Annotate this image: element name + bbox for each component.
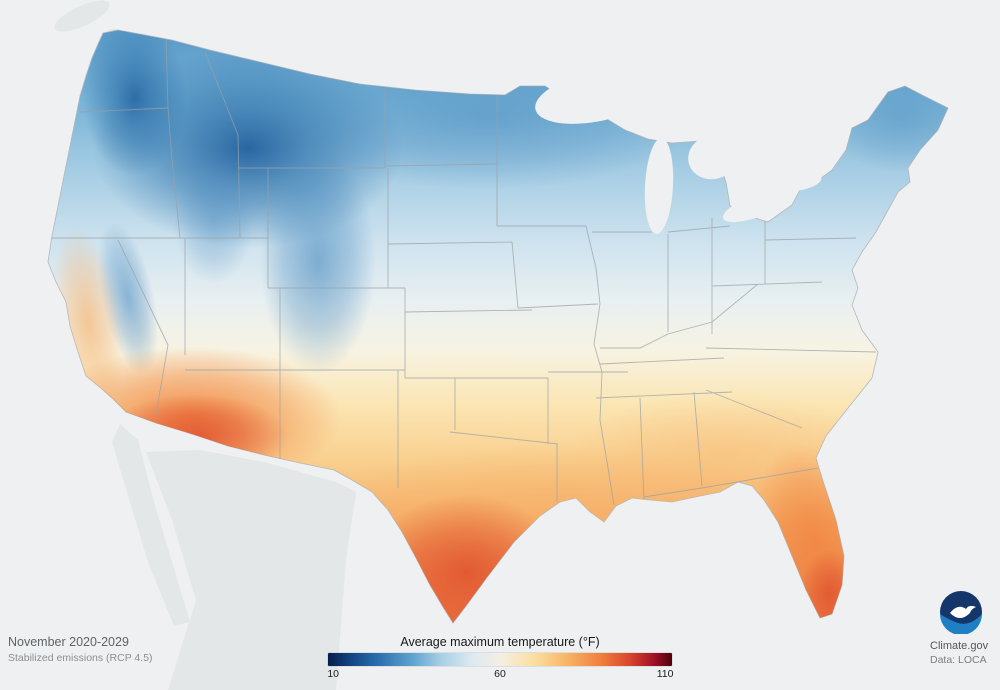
data-source-label: Data: LOCA <box>930 654 987 666</box>
lake-huron <box>688 134 738 180</box>
baja-california <box>112 424 190 626</box>
credit-block: Climate.gov Data: LOCA <box>930 590 992 666</box>
state-borders <box>50 35 877 506</box>
legend-ticks: 10 60 110 <box>327 668 674 681</box>
noaa-logo-icon <box>940 591 982 634</box>
lake-michigan <box>644 138 674 234</box>
map-caption: November 2020-2029 Stabilized emissions … <box>8 636 153 663</box>
period-label: November 2020-2029 <box>8 635 129 649</box>
great-lakes <box>535 68 822 234</box>
climate-gov-label: Climate.gov <box>930 640 989 652</box>
legend-title: Average maximum temperature (°F) <box>400 635 600 649</box>
colorbar <box>328 653 672 666</box>
tick-label-mid: 60 <box>494 668 506 680</box>
scenario-label: Stabilized emissions (RCP 4.5) <box>8 651 153 664</box>
temperature-legend: Average maximum temperature (°F) 10 60 1… <box>327 635 674 681</box>
lake-erie <box>722 189 792 223</box>
lake-superior <box>535 68 661 124</box>
neighboring-landmasses <box>54 0 356 690</box>
tick-label-max: 110 <box>656 668 674 680</box>
tick-label-min: 10 <box>327 668 339 680</box>
mexico-mainland <box>146 450 356 690</box>
lake-ontario <box>780 173 822 191</box>
